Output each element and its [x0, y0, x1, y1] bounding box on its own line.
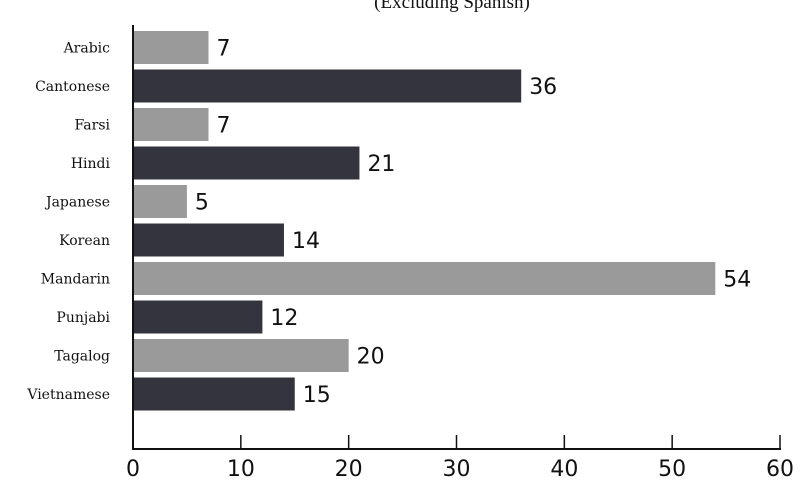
bar-tagalog	[133, 339, 349, 372]
value-label-farsi: 7	[216, 114, 230, 139]
x-tick-label-30: 30	[443, 457, 471, 481]
bar-arabic	[133, 31, 209, 64]
x-tick-label-40: 40	[550, 457, 578, 481]
x-tick-label-50: 50	[658, 457, 686, 481]
x-tick-label-10: 10	[227, 457, 255, 481]
bar-japanese	[133, 185, 187, 218]
value-label-arabic: 7	[216, 37, 230, 62]
category-label-mandarin: Mandarin	[41, 272, 110, 288]
value-label-hindi: 21	[367, 152, 395, 177]
bar-farsi	[133, 108, 209, 141]
value-label-punjabi: 12	[270, 306, 298, 331]
x-tick-label-60: 60	[766, 457, 794, 481]
bar-mandarin	[133, 262, 716, 295]
value-label-vietnamese: 15	[303, 383, 331, 408]
value-label-mandarin: 54	[723, 268, 751, 293]
chart-subtitle: (Excluding Spanish)	[374, 0, 530, 13]
category-label-punjabi: Punjabi	[56, 310, 110, 326]
bars-group: Arabic 7 Cantonese 36 Farsi 7 Hindi 21 Japanese 5…	[26, 31, 751, 411]
value-label-japanese: 5	[195, 191, 209, 216]
bar-hindi	[133, 146, 360, 180]
category-label-vietnamese: Vietnamese	[26, 387, 110, 403]
value-label-korean: 14	[292, 229, 320, 254]
category-label-farsi: Farsi	[75, 118, 111, 134]
category-label-tagalog: Tagalog	[54, 349, 110, 365]
value-label-tagalog: 20	[357, 345, 385, 370]
x-tick-label-20: 20	[335, 457, 363, 481]
value-label-cantonese: 36	[529, 75, 557, 100]
x-tick-label-0: 0	[126, 457, 140, 481]
category-label-korean: Korean	[59, 233, 110, 249]
category-label-arabic: Arabic	[63, 41, 111, 57]
axes-group: 0 10 20 30 40 50 60	[126, 25, 794, 481]
bar-vietnamese	[133, 377, 295, 411]
bar-cantonese	[133, 69, 522, 103]
category-label-japanese: Japanese	[44, 195, 110, 211]
category-label-cantonese: Cantonese	[35, 79, 110, 95]
bar-korean	[133, 223, 284, 257]
category-label-hindi: Hindi	[71, 156, 111, 172]
bar-punjabi	[133, 300, 263, 334]
